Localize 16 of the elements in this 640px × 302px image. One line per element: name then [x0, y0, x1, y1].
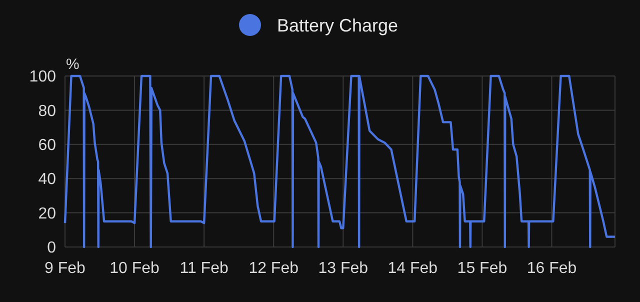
x-tick-label: 9 Feb — [44, 260, 86, 277]
y-tick-label: 40 — [38, 171, 56, 188]
y-tick-label: 100 — [29, 68, 56, 86]
y-tick-label: 80 — [38, 102, 56, 120]
x-tick-label: 16 Feb — [526, 260, 577, 277]
x-tick-label: 15 Feb — [457, 260, 508, 277]
x-tick-label: 14 Feb — [388, 260, 438, 277]
x-tick-label: 10 Feb — [110, 260, 160, 277]
x-tick-label: 11 Feb — [180, 260, 228, 277]
y-tick-label: 0 — [47, 240, 56, 257]
y-tick-label: 60 — [38, 137, 56, 154]
x-tick-label: 12 Feb — [248, 260, 299, 277]
y-axis-title: % — [66, 56, 80, 73]
legend-label: Battery Charge — [277, 15, 398, 36]
y-tick-label: 20 — [38, 205, 56, 222]
x-tick-label: 13 Feb — [318, 260, 368, 277]
